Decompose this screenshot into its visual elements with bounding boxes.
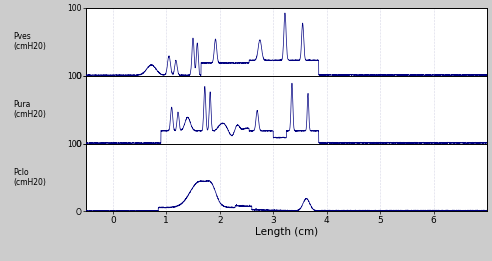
Y-axis label: Pura
(cmH20): Pura (cmH20) bbox=[13, 100, 46, 119]
Y-axis label: Pclo
(cmH20): Pclo (cmH20) bbox=[13, 168, 46, 187]
Y-axis label: Pves
(cmH20): Pves (cmH20) bbox=[13, 32, 46, 51]
X-axis label: Length (cm): Length (cm) bbox=[255, 227, 318, 237]
